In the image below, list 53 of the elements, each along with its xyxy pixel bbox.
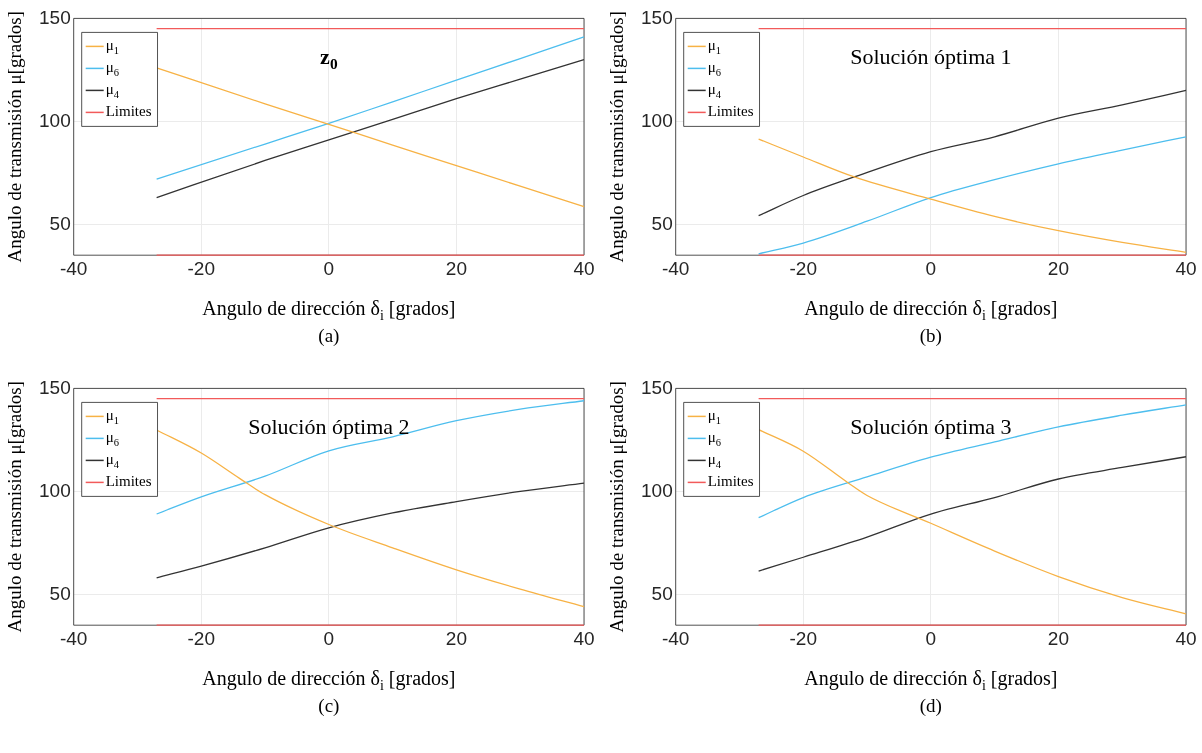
x-tick-label: 20: [1047, 257, 1069, 279]
y-axis-title: Angulo de transmisión μ[grados]: [3, 381, 25, 633]
x-tick-label: 40: [573, 257, 595, 279]
y-axis-title: Angulo de transmisión μ[grados]: [3, 11, 25, 263]
line-series: [155, 36, 585, 180]
annotation: Solución óptima 1: [850, 44, 1012, 70]
x-tick-label: 0: [323, 627, 335, 649]
x-tick-label: 0: [323, 257, 335, 279]
y-tick-label: 100: [39, 109, 71, 131]
y-tick-label: 150: [39, 6, 71, 28]
x-tick-label: -40: [59, 257, 88, 279]
y-tick-label: 100: [641, 479, 673, 501]
x-tick-label: -40: [59, 627, 88, 649]
y-axis-title: Angulo de transmisión μ[grados]: [605, 11, 627, 263]
legend-label: Limites: [105, 473, 152, 490]
y-tick-label: 150: [641, 376, 673, 398]
text: (d): [919, 695, 942, 718]
x-tick-label: -40: [661, 257, 690, 279]
y-axis-title: Angulo de transmisión μ[grados]: [605, 381, 627, 633]
x-tick-label: 20: [445, 627, 467, 649]
x-tick-label: 0: [925, 627, 937, 649]
x-tick-label: -20: [187, 257, 216, 279]
y-tick-label: 50: [651, 582, 673, 604]
legend-label: Limites: [707, 473, 754, 490]
y-tick-label: 100: [641, 109, 673, 131]
x-tick-label: 40: [1175, 627, 1197, 649]
y-tick-label: 150: [641, 6, 673, 28]
y-tick-label: 50: [49, 582, 71, 604]
line-series: [757, 404, 1187, 519]
x-tick-label: 40: [573, 627, 595, 649]
x-tick-label: 40: [1175, 257, 1197, 279]
text: (a): [318, 325, 340, 348]
y-tick-label: 50: [49, 212, 71, 234]
x-tick-label: 0: [925, 257, 937, 279]
x-tick-label: 20: [1047, 627, 1069, 649]
y-tick-label: 50: [651, 212, 673, 234]
line-series: [757, 456, 1187, 572]
legend-label: Limites: [707, 103, 754, 120]
text: (b): [919, 325, 942, 348]
x-tick-label: -20: [187, 627, 216, 649]
annotation: Solución óptima 3: [850, 414, 1012, 440]
legend-label: Limites: [105, 103, 152, 120]
x-tick-label: -20: [789, 627, 818, 649]
x-tick-label: 20: [445, 257, 467, 279]
annotation: Solución óptima 2: [248, 414, 410, 440]
x-tick-label: -20: [789, 257, 818, 279]
y-tick-label: 150: [39, 376, 71, 398]
line-series: [155, 400, 585, 515]
y-tick-label: 100: [39, 479, 71, 501]
x-tick-label: -40: [661, 627, 690, 649]
text: (c): [318, 695, 340, 718]
line-series: [757, 89, 1187, 217]
line-series: [155, 482, 585, 579]
